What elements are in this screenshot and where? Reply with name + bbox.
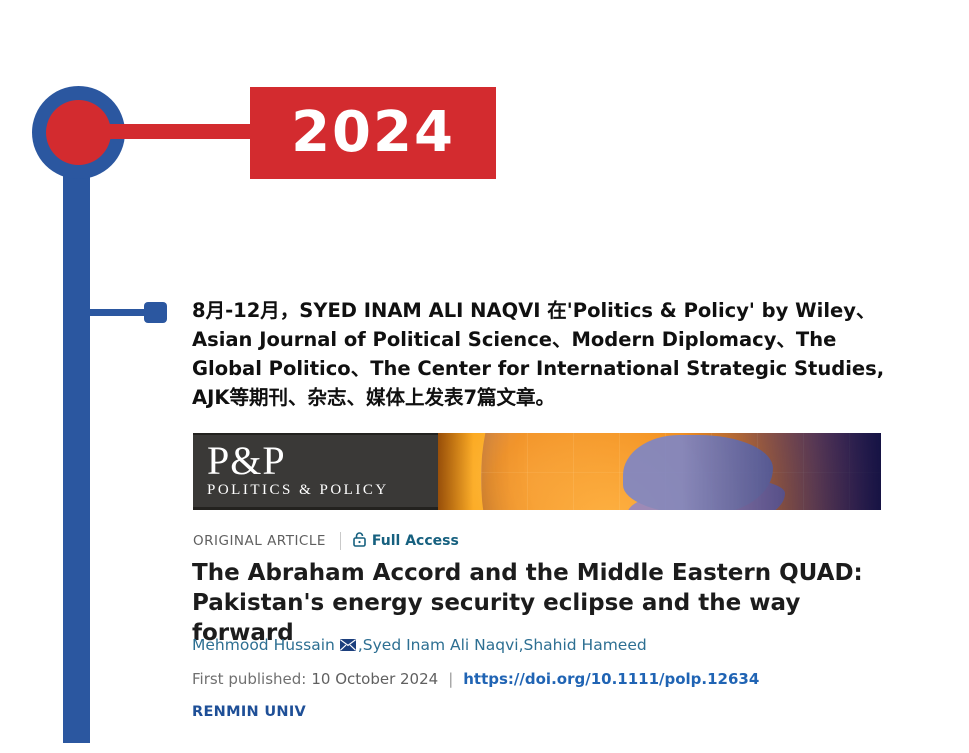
first-published-date: 10 October 2024: [311, 670, 439, 688]
journal-logo-acronym: P&P: [207, 438, 286, 483]
pipe-separator: |: [448, 670, 454, 688]
timeline-event-node: [144, 302, 167, 323]
author-separator: ,: [518, 636, 524, 654]
open-lock-icon: [353, 531, 366, 551]
journal-logo: P&P POLITICS & POLICY: [193, 433, 438, 510]
timeline-year-connector: [100, 124, 252, 139]
authors-row: Mehmood Hussain , Syed Inam Ali Naqvi , …: [192, 635, 647, 655]
globe-shading: [438, 433, 881, 510]
timeline-vertical-bar: [63, 130, 90, 743]
event-description: 8月-12月，SYED INAM ALI NAQVI 在'Politics & …: [192, 299, 885, 409]
author-separator: ,: [357, 636, 363, 654]
affiliation-link[interactable]: RENMIN UNIV: [192, 704, 307, 720]
author-link[interactable]: Syed Inam Ali Naqvi: [362, 636, 519, 654]
article-title-link[interactable]: The Abraham Accord and the Middle Easter…: [192, 560, 863, 646]
journal-banner[interactable]: P&P POLITICS & POLICY: [193, 433, 881, 510]
meta-divider: [339, 532, 341, 550]
journal-logo-name: POLITICS & POLICY: [207, 482, 389, 498]
article-meta-row: ORIGINAL ARTICLE Full Access: [193, 531, 459, 551]
timeline-branch-line: [88, 309, 148, 316]
doi-link[interactable]: https://doi.org/10.1111/polp.12634: [463, 670, 760, 688]
journal-banner-globe-image: [438, 433, 881, 510]
author-link[interactable]: Mehmood Hussain: [192, 636, 335, 654]
full-access-label: Full Access: [371, 533, 459, 549]
article-type-label: ORIGINAL ARTICLE: [193, 533, 326, 549]
author-link[interactable]: Shahid Hameed: [523, 636, 647, 654]
published-row: First published: 10 October 2024 | https…: [192, 670, 759, 688]
year-label: 2024: [291, 100, 455, 165]
year-badge: 2024: [250, 87, 496, 179]
first-published-label: First published:: [192, 670, 307, 688]
full-access-link[interactable]: Full Access: [353, 531, 459, 551]
correspondence-envelope-icon[interactable]: [339, 637, 356, 655]
